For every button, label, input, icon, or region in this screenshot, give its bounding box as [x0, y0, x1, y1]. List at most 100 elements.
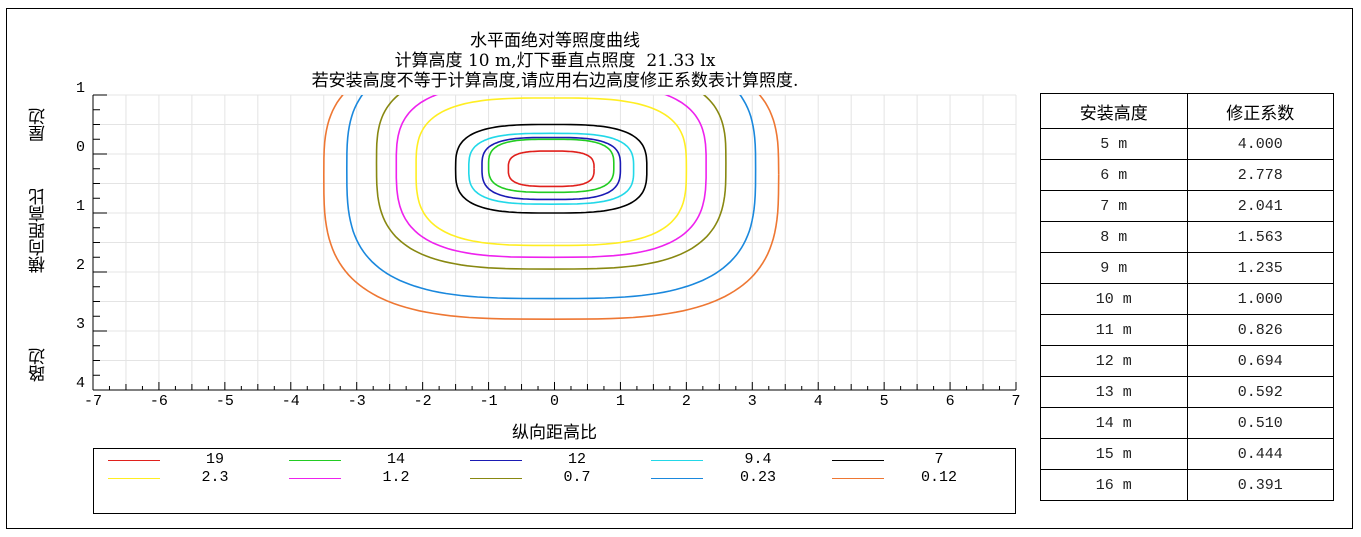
factor-cell: 2.778 [1186, 159, 1334, 191]
legend-item: 0.12 [832, 469, 1002, 487]
factor-cell: 0.694 [1186, 345, 1334, 377]
table-row: 8 m 1.563 [1040, 221, 1334, 253]
legend-swatch [651, 460, 703, 461]
legend-label: 2.3 [201, 469, 229, 486]
legend-swatch [108, 478, 160, 479]
y-tick-label: 1 [76, 80, 85, 97]
contour-line [487, 138, 615, 194]
legend-label: 12 [567, 451, 586, 468]
axes: -7 -6 -5 -4 -3 -2 -1 0 1 2 3 4 5 6 7 1 0 1 2 3 4 [76, 80, 1021, 410]
x-tick-label: -1 [480, 393, 498, 410]
contour-line [322, 95, 780, 321]
legend-label: 14 [386, 451, 405, 468]
header-install-height: 安装高度 [1040, 93, 1188, 129]
height-cell: 16 m [1040, 469, 1188, 501]
legend-swatch [470, 460, 522, 461]
height-cell: 5 m [1040, 128, 1188, 160]
contour-line [481, 136, 622, 201]
x-tick-label: 6 [946, 393, 955, 410]
table-row: 16 m 0.391 [1040, 469, 1334, 501]
contour-line [454, 123, 648, 214]
x-axis-label: 纵向距高比 [512, 423, 597, 443]
chart-subtitle-1: 计算高度 10 m,灯下垂直点照度 21.33 lx [394, 51, 716, 71]
x-tick-label: -6 [150, 393, 168, 410]
x-tick-label: -7 [84, 393, 102, 410]
x-tick-label: -2 [414, 393, 432, 410]
legend-item: 19 [108, 451, 278, 469]
legend-swatch [108, 460, 160, 461]
table-row: 6 m 2.778 [1040, 159, 1334, 191]
factor-cell: 1.000 [1186, 283, 1334, 315]
contour-line [395, 95, 707, 259]
legend-item: 9.4 [651, 451, 821, 469]
x-tick-label: 0 [550, 393, 559, 410]
legend-label: 0.7 [563, 469, 591, 486]
height-cell: 14 m [1040, 407, 1188, 439]
y-tick-label: 1 [76, 198, 85, 215]
height-cell: 10 m [1040, 283, 1188, 315]
legend-label: 9.4 [744, 451, 772, 468]
height-cell: 12 m [1040, 345, 1188, 377]
grid-lines [92, 94, 1017, 391]
legend-item: 7 [832, 451, 1002, 469]
y-tick-label: 0 [76, 139, 85, 156]
legend-item: 12 [470, 451, 640, 469]
chart-title: 水平面绝对等照度曲线 [470, 31, 640, 51]
y-tick-label: 2 [76, 257, 85, 274]
table-row: 15 m 0.444 [1040, 438, 1334, 470]
legend-label: 1.2 [382, 469, 410, 486]
table-row: 11 m 0.826 [1040, 314, 1334, 346]
factor-cell: 0.592 [1186, 376, 1334, 408]
height-cell: 7 m [1040, 190, 1188, 222]
legend-label: 19 [205, 451, 224, 468]
legend: 19 14 12 9.4 7 2.3 1.2 0.7 0.23 0.12 [93, 448, 1016, 514]
factor-cell: 0.444 [1186, 438, 1334, 470]
contour-lines [322, 95, 780, 321]
contour-line [507, 150, 595, 188]
table-row: 5 m 4.000 [1040, 128, 1334, 160]
contour-line [467, 132, 635, 206]
x-tick-label: 2 [682, 393, 691, 410]
legend-swatch [289, 478, 341, 479]
height-cell: 13 m [1040, 376, 1188, 408]
factor-cell: 1.235 [1186, 252, 1334, 284]
legend-item: 2.3 [108, 469, 278, 487]
y-tick-label: 3 [76, 316, 85, 333]
legend-label: 7 [934, 451, 944, 468]
height-cell: 8 m [1040, 221, 1188, 253]
table-row: 14 m 0.510 [1040, 407, 1334, 439]
table-row: 7 m 2.041 [1040, 190, 1334, 222]
table-row: 12 m 0.694 [1040, 345, 1334, 377]
height-cell: 15 m [1040, 438, 1188, 470]
height-cell: 6 m [1040, 159, 1188, 191]
y-tick-label: 4 [76, 375, 85, 392]
factor-cell: 4.000 [1186, 128, 1334, 160]
x-tick-label: -5 [216, 393, 234, 410]
factor-cell: 1.563 [1186, 221, 1334, 253]
factor-cell: 0.510 [1186, 407, 1334, 439]
legend-swatch [651, 478, 703, 479]
x-tick-label: -3 [348, 393, 366, 410]
legend-label: 0.23 [739, 469, 776, 486]
x-tick-label: 1 [616, 393, 625, 410]
x-tick-label: 7 [1011, 393, 1020, 410]
table-row: 10 m 1.000 [1040, 283, 1334, 315]
legend-label: 0.12 [920, 469, 957, 486]
factor-cell: 2.041 [1186, 190, 1334, 222]
x-tick-label: 3 [748, 393, 757, 410]
height-cell: 11 m [1040, 314, 1188, 346]
legend-swatch [470, 478, 522, 479]
height-correction-table: 安装高度 修正系数 5 m 4.000 6 m 2.778 7 m 2.041 8 m… [1040, 93, 1334, 501]
table-row: 13 m 0.592 [1040, 376, 1334, 408]
x-tick-label: -4 [282, 393, 300, 410]
legend-swatch [289, 460, 341, 461]
factor-cell: 0.391 [1186, 469, 1334, 501]
chart-subtitle-2: 若安装高度不等于计算高度,请应用右边高度修正系数表计算照度. [311, 71, 799, 91]
contour-line [415, 97, 688, 247]
legend-item: 1.2 [289, 469, 459, 487]
legend-swatch [832, 478, 884, 479]
contour-line [375, 95, 727, 270]
header-correction-factor: 修正系数 [1186, 93, 1334, 129]
table-header-row: 安装高度 修正系数 [1040, 93, 1334, 129]
